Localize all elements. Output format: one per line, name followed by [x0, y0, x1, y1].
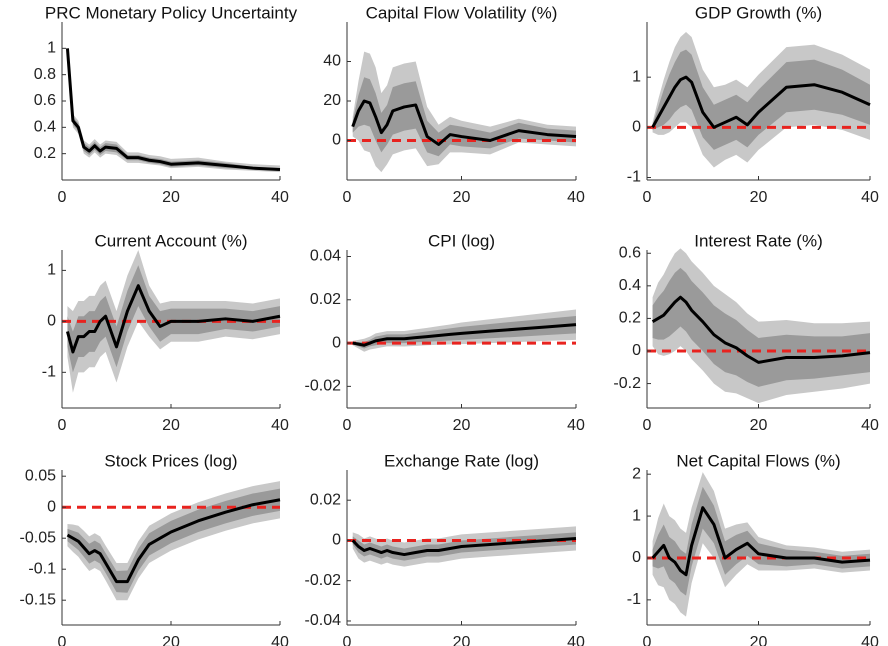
x-tick-label: 20: [750, 634, 768, 646]
x-tick-label: 40: [567, 417, 585, 434]
x-tick-label: 0: [643, 189, 652, 206]
x-tick-label: 40: [271, 189, 289, 206]
x-tick-label: 40: [567, 189, 585, 206]
panel-title: Stock Prices (log): [104, 451, 237, 470]
y-tick-label: 0: [47, 313, 56, 330]
y-tick-label: 1: [632, 68, 641, 85]
confidence-band: [652, 49, 870, 150]
y-tick-label: -1: [42, 364, 56, 381]
confidence-band: [67, 48, 280, 171]
median-response-line: [65, 48, 281, 171]
confidence-band: [352, 77, 576, 157]
x-tick-label: 20: [453, 189, 471, 206]
median-response-line: [352, 323, 577, 347]
x-tick-label: 20: [162, 634, 180, 646]
y-tick-label: 0.02: [310, 491, 341, 508]
x-tick-label: 0: [58, 417, 67, 434]
y-tick-label: 2: [632, 465, 641, 482]
panel-title: Capital Flow Volatility (%): [366, 3, 558, 22]
panel-title: Interest Rate (%): [694, 231, 823, 250]
y-tick-label: 0: [332, 132, 341, 149]
median-response-line: [66, 498, 281, 584]
panel: CPI (log) -0.02 0 0.02 0.04 0 20 40: [305, 231, 585, 434]
median-response-line: [351, 536, 577, 557]
x-tick-label: 0: [58, 189, 67, 206]
median-response-line: [651, 506, 871, 577]
y-tick-label: -0.1: [28, 560, 56, 577]
y-tick-label: 1: [47, 40, 56, 57]
x-tick-label: 40: [271, 634, 289, 646]
panel-title: Net Capital Flows (%): [676, 451, 840, 470]
median-response-line: [66, 284, 281, 354]
y-tick-label: 0.2: [34, 145, 56, 162]
y-tick-label: 0.6: [619, 244, 641, 261]
y-tick-label: 1: [632, 507, 641, 524]
y-tick-label: -1: [627, 169, 641, 186]
x-tick-label: 0: [343, 417, 352, 434]
y-tick-label: 0.6: [34, 92, 56, 109]
panel-title: GDP Growth (%): [695, 3, 822, 22]
y-tick-label: 0: [332, 334, 341, 351]
x-tick-label: 40: [567, 634, 585, 646]
panel: Capital Flow Volatility (%) 0 20 40 0 20 40: [323, 3, 585, 206]
panel: Exchange Rate (log) -0.04 -0.02 0 0.02 0 20 40: [305, 451, 585, 646]
y-tick-label: 0.2: [619, 310, 641, 327]
median-response-line: [351, 99, 577, 146]
x-tick-label: 0: [343, 189, 352, 206]
x-tick-label: 0: [58, 634, 67, 646]
panel-title: Current Account (%): [94, 231, 247, 250]
panel-title: Exchange Rate (log): [384, 451, 539, 470]
y-tick-label: 0: [332, 532, 341, 549]
x-tick-label: 40: [861, 634, 879, 646]
x-tick-label: 20: [162, 189, 180, 206]
y-tick-label: -1: [627, 591, 641, 608]
y-tick-label: 0.8: [34, 66, 56, 83]
y-tick-label: -0.2: [613, 375, 641, 392]
y-tick-label: 0: [632, 119, 641, 136]
y-tick-label: 0: [632, 342, 641, 359]
y-tick-label: 0.4: [34, 119, 56, 136]
x-tick-label: 40: [861, 189, 879, 206]
median-response-line: [651, 75, 871, 129]
median-response-line: [651, 295, 871, 364]
y-tick-label: 0.02: [310, 291, 341, 308]
y-tick-label: 0.04: [310, 248, 341, 265]
y-tick-label: 0.05: [25, 467, 56, 484]
x-tick-label: 0: [343, 634, 352, 646]
y-tick-label: 40: [323, 53, 341, 70]
y-tick-label: -0.02: [305, 572, 342, 589]
y-tick-label: 0: [47, 498, 56, 515]
y-tick-label: -0.15: [20, 591, 57, 608]
x-tick-label: 20: [750, 417, 768, 434]
confidence-band: [67, 488, 280, 593]
y-tick-label: 0.4: [619, 277, 641, 294]
y-tick-label: -0.05: [20, 529, 57, 546]
x-tick-label: 40: [861, 417, 879, 434]
y-tick-label: 20: [323, 92, 341, 109]
y-tick-label: 0: [632, 549, 641, 566]
x-tick-label: 20: [453, 634, 471, 646]
x-tick-label: 0: [643, 417, 652, 434]
x-tick-label: 0: [643, 634, 652, 646]
panel-title: CPI (log): [428, 231, 495, 250]
y-tick-label: 1: [47, 262, 56, 279]
panel-title: PRC Monetary Policy Uncertainty: [45, 3, 298, 22]
y-tick-label: -0.04: [305, 612, 342, 629]
y-tick-label: -0.02: [305, 378, 342, 395]
panel: Interest Rate (%) -0.2 0 0.2 0.4 0.6 0 20 40: [613, 231, 879, 434]
x-tick-label: 20: [453, 417, 471, 434]
x-tick-label: 20: [162, 417, 180, 434]
panel: Stock Prices (log) -0.15 -0.1 -0.05 0 0.05 0 20…: [20, 451, 289, 646]
confidence-band: [67, 265, 280, 373]
panel: PRC Monetary Policy Uncertainty 0.2 0.4 0.6…: [34, 3, 298, 206]
x-tick-label: 40: [271, 417, 289, 434]
x-tick-label: 20: [750, 189, 768, 206]
